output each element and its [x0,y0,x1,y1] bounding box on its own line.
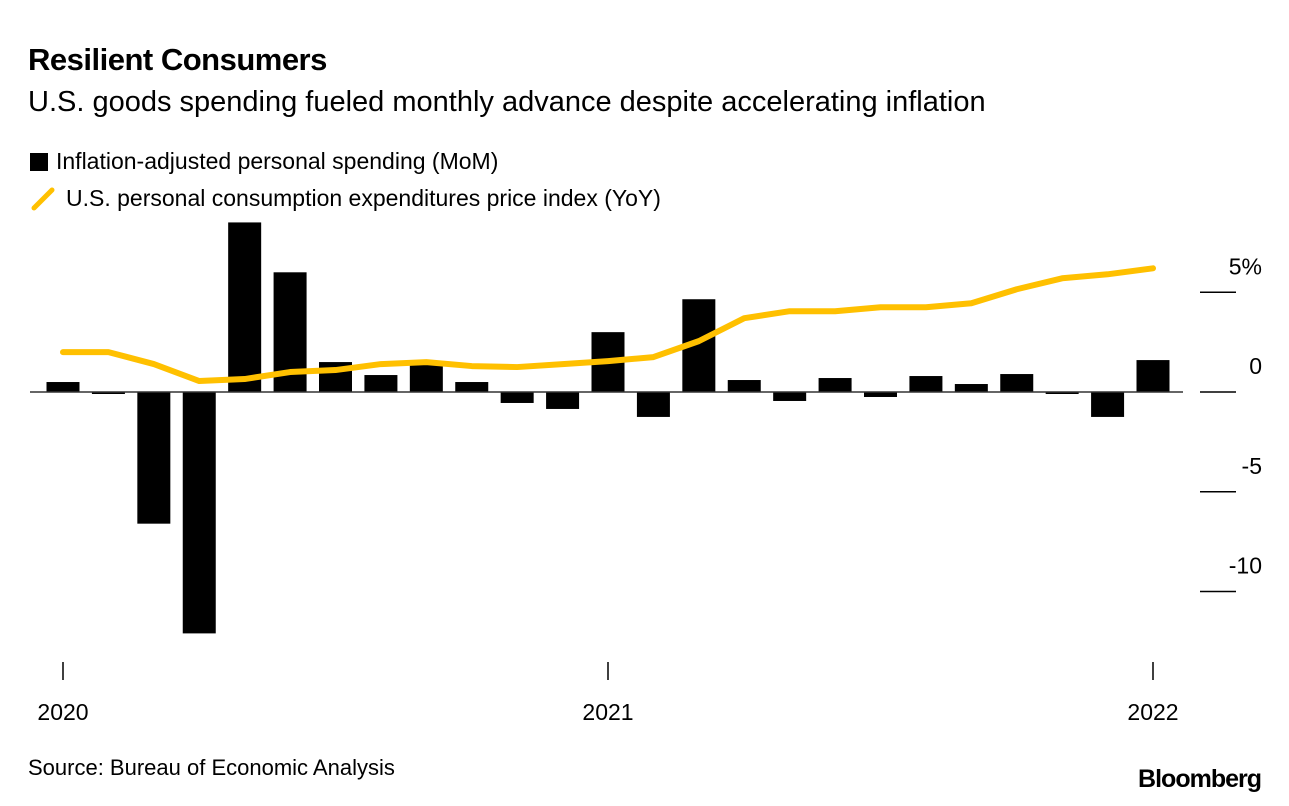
x-tick-label: 2022 [1127,699,1178,725]
legend-item-pce: U.S. personal consumption expenditures p… [30,185,661,212]
bar-2021-04 [727,380,761,392]
bar-2020-12 [546,392,580,409]
bar-2021-12 [1091,392,1125,417]
bar-2020-02 [91,392,125,394]
legend-swatch-line [31,187,55,210]
legend-label-pce: U.S. personal consumption expenditures p… [66,185,661,211]
bar-2021-02 [636,392,670,417]
bar-2021-10 [1000,374,1034,392]
chart-title: Resilient Consumers [28,42,327,77]
bar-2021-05 [773,392,807,401]
source-note: Source: Bureau of Economic Analysis [28,755,395,780]
y-tick-label: 0 [1249,353,1262,379]
bar-2021-11 [1045,392,1079,394]
y-tick-label: 5% [1229,253,1262,279]
chart-subtitle: U.S. goods spending fueled monthly advan… [28,86,986,118]
pce-line [60,265,1156,385]
legend-label-spending: Inflation-adjusted personal spending (Mo… [56,148,499,174]
bar-2020-11 [500,392,534,403]
legend-item-spending: Inflation-adjusted personal spending (Mo… [30,148,498,175]
bar-2021-06 [818,378,852,392]
bar-2021-08 [909,376,943,392]
bar-2020-10 [455,382,489,392]
y-tick-label: -10 [1229,553,1262,579]
bar-2020-04 [182,392,216,634]
bar-2021-07 [864,392,897,397]
bar-2020-03 [137,392,171,524]
bar-2021-09 [954,384,988,392]
bar-2022-01 [1136,360,1170,392]
bar-2020-08 [364,375,398,392]
bar-2020-09 [409,364,443,392]
bar-2020-01 [46,382,80,392]
y-tick-label: -5 [1242,453,1262,479]
x-tick-label: 2021 [582,699,633,725]
bar-2020-05 [228,222,262,392]
legend-swatch-bar [30,152,48,171]
bloomberg-logo: Bloomberg [1138,765,1262,793]
x-tick-label: 2020 [37,699,88,725]
